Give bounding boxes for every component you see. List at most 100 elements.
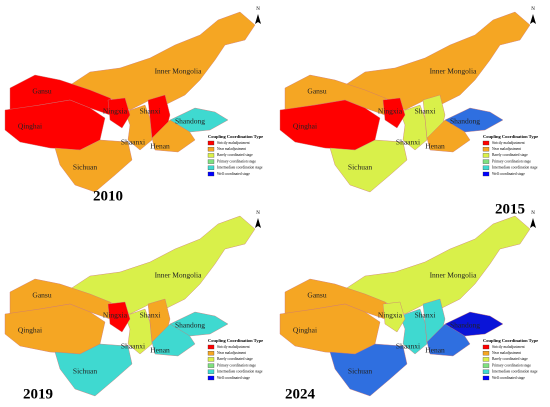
province-label: Shanxi bbox=[140, 311, 161, 320]
province-label: Qinghai bbox=[18, 326, 42, 335]
province-label: Ningxia bbox=[378, 311, 403, 320]
year-label: 2010 bbox=[93, 188, 123, 204]
province-label: Inner Mongolia bbox=[430, 67, 478, 76]
legend-item: Barely coordinated stage bbox=[217, 357, 253, 361]
north-arrow bbox=[255, 14, 261, 24]
north-arrow bbox=[530, 14, 536, 24]
province-label: Shandong bbox=[175, 321, 205, 330]
north-arrow bbox=[255, 218, 261, 228]
province-label: Shaanxi bbox=[396, 342, 420, 351]
north-label: N bbox=[531, 211, 535, 216]
legend-swatch bbox=[207, 351, 215, 356]
legend-swatch bbox=[207, 147, 215, 152]
year-label: 2024 bbox=[285, 386, 316, 402]
province-label: Sichuan bbox=[73, 367, 97, 376]
province-label: Shaanxi bbox=[121, 342, 145, 351]
legend-swatch bbox=[207, 140, 215, 146]
province-label: Shandong bbox=[450, 321, 480, 330]
legend-swatch bbox=[482, 357, 490, 362]
legend-item: Primary coordination stage bbox=[492, 159, 531, 163]
province-label: Gansu bbox=[307, 87, 326, 96]
legend-item: Primary coordination stage bbox=[217, 159, 256, 163]
province bbox=[107, 97, 131, 129]
legend-item: Well coordinated stage bbox=[217, 172, 250, 176]
province bbox=[444, 107, 504, 133]
legend-title: Coupling Coordination Type bbox=[208, 338, 263, 343]
legend-item: Primary coordination stage bbox=[217, 363, 256, 367]
north-arrow bbox=[530, 218, 536, 228]
north-label: N bbox=[531, 7, 535, 12]
province-label: Qinghai bbox=[293, 122, 317, 131]
legend-swatch bbox=[207, 171, 215, 177]
legend-item: Strictly maladjustment bbox=[492, 141, 525, 145]
legend-item: Intermediate coordination stage bbox=[217, 370, 263, 374]
province bbox=[329, 139, 408, 193]
province-label: Henan bbox=[425, 142, 445, 151]
legend-swatch bbox=[482, 140, 490, 146]
legend-swatch bbox=[482, 153, 490, 158]
legend-item: Well coordinated stage bbox=[492, 376, 525, 380]
legend-item: Strictly maladjustment bbox=[217, 345, 250, 349]
legend-item: Near maladjustment bbox=[217, 147, 246, 151]
province bbox=[54, 343, 133, 397]
province bbox=[107, 301, 131, 333]
legend-swatch bbox=[207, 369, 215, 374]
province bbox=[382, 301, 406, 333]
province-label: Henan bbox=[150, 346, 170, 355]
legend-swatch bbox=[207, 375, 215, 381]
province-label: Qinghai bbox=[293, 326, 317, 335]
legend-swatch bbox=[207, 363, 215, 368]
legend-swatch bbox=[207, 153, 215, 158]
province bbox=[124, 308, 153, 355]
province bbox=[399, 308, 428, 355]
legend-item: Near maladjustment bbox=[492, 351, 521, 355]
legend-title: Coupling Coordination Type bbox=[483, 338, 538, 343]
legend-item: Strictly maladjustment bbox=[492, 345, 525, 349]
province bbox=[444, 311, 504, 337]
legend-item: Primary coordination stage bbox=[492, 363, 531, 367]
legend-title: Coupling Coordination Type bbox=[483, 134, 538, 139]
legend-item: Barely coordinated stage bbox=[492, 153, 528, 157]
map-panel: Gansu Qinghai Ningxia Shanxi Inner Mongolia S… bbox=[4, 211, 263, 397]
north-label: N bbox=[256, 211, 260, 216]
province-label: Sichuan bbox=[348, 163, 372, 172]
legend-swatch bbox=[482, 363, 490, 368]
map-panel: Gansu Qinghai Ningxia Shanxi Inner Mongolia S… bbox=[279, 211, 538, 397]
legend-swatch bbox=[482, 159, 490, 164]
legend-swatch bbox=[482, 344, 490, 350]
province bbox=[399, 104, 428, 151]
north-label: N bbox=[256, 7, 260, 12]
legend-item: Intermediate coordination stage bbox=[492, 370, 538, 374]
province bbox=[169, 311, 229, 337]
province-label: Henan bbox=[425, 346, 445, 355]
legend-item: Well coordinated stage bbox=[217, 376, 250, 380]
map-panel: Gansu Qinghai Ningxia Shanxi Inner Mongolia S… bbox=[279, 7, 538, 193]
legend-item: Well coordinated stage bbox=[492, 172, 525, 176]
legend-swatch bbox=[207, 344, 215, 350]
year-label: 2019 bbox=[23, 386, 53, 402]
province-label: Ningxia bbox=[103, 311, 128, 320]
province-label: Qinghai bbox=[18, 122, 42, 131]
province-label: Shanxi bbox=[140, 107, 161, 116]
province-label: Sichuan bbox=[73, 163, 97, 172]
province-label: Inner Mongolia bbox=[155, 67, 203, 76]
province-label: Henan bbox=[150, 142, 170, 151]
year-label: 2015 bbox=[495, 201, 525, 217]
province bbox=[169, 107, 229, 133]
province-label: Shaanxi bbox=[121, 138, 145, 147]
legend-swatch bbox=[207, 357, 215, 362]
legend-swatch bbox=[482, 375, 490, 381]
map-panel: Gansu Qinghai Ningxia Shanxi Inner Mongolia S… bbox=[4, 7, 263, 193]
province-label: Shanxi bbox=[415, 107, 436, 116]
province-label: Ningxia bbox=[103, 107, 128, 116]
province-label: Ningxia bbox=[378, 107, 403, 116]
legend-swatch bbox=[207, 165, 215, 170]
legend-item: Intermediate coordination stage bbox=[492, 166, 538, 170]
legend-item: Strictly maladjustment bbox=[217, 141, 250, 145]
legend-swatch bbox=[482, 147, 490, 152]
province-label: Shanxi bbox=[415, 311, 436, 320]
province bbox=[329, 343, 408, 397]
province-label: Sichuan bbox=[348, 367, 372, 376]
legend-item: Barely coordinated stage bbox=[217, 153, 253, 157]
